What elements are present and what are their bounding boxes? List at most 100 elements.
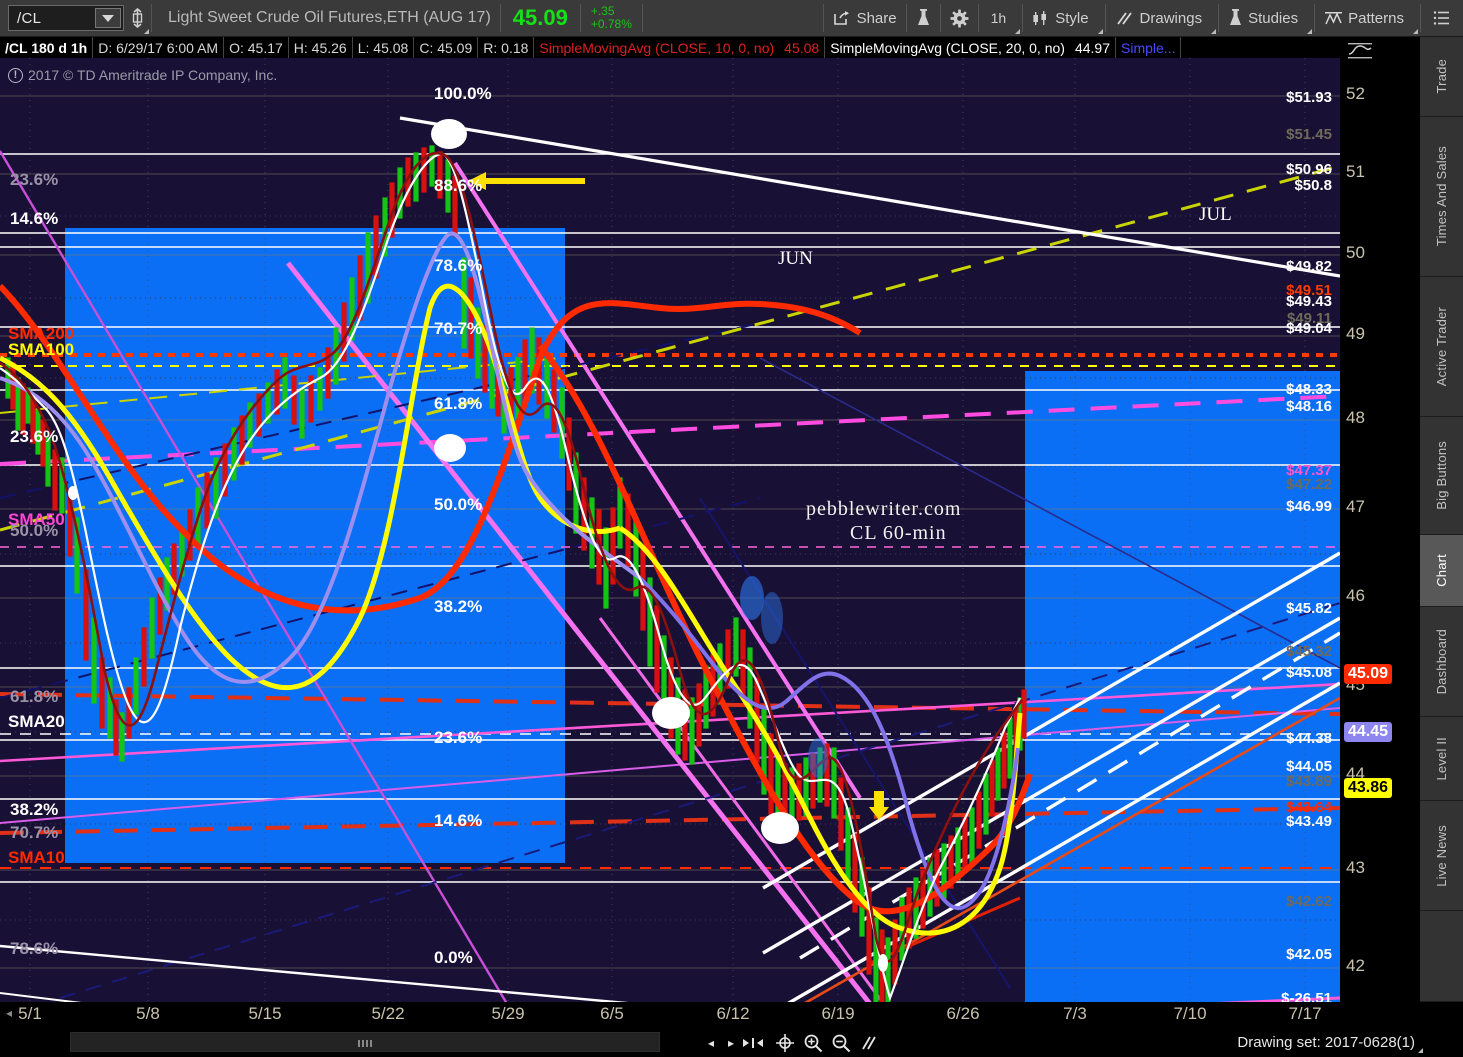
copyright-text: 2017 © TD Ameritrade IP Company, Inc. [28,67,278,83]
fib-label-center: 100.0% [434,84,492,103]
sidebar-item-live-news[interactable]: Live News [1420,801,1463,911]
drawing-tool-icon[interactable] [858,1032,880,1053]
bottom-toolbar: ◂ ▸ [0,1028,1463,1057]
divider [1022,4,1024,32]
fib-label-center: 61.8% [434,394,483,413]
share-button[interactable]: Share [824,0,906,36]
flask-button[interactable] [907,0,940,36]
info-study1-value: 45.08 [779,37,826,58]
date-axis-tick: 6/19 [821,1004,855,1023]
sidebar-label: Level II [1434,736,1449,781]
fib-label-left: 14.6% [10,209,59,228]
settings-button[interactable] [941,0,978,36]
fib-label-center: 23.6% [434,728,483,747]
patterns-menu[interactable]: Patterns [1315,0,1420,36]
crosshair-icon[interactable] [774,1032,796,1053]
link-icon [132,8,143,28]
info-study1-name: SimpleMovingAvg (CLOSE, 10, 0, no) [539,39,775,56]
price-axis-tick: 42 [1346,956,1365,975]
symbol-value: /CL [17,9,42,27]
price-axis-tick: 43 [1346,858,1365,877]
chart-price-label: $47.22 [1286,476,1332,493]
style-label: Style [1055,9,1089,27]
fib-label-center: 38.2% [434,597,483,616]
level-price-tag: 44.45 [1344,722,1393,742]
sidebar-item-active-trader[interactable]: Active Trader [1420,277,1463,417]
info-high: H: 45.26 [289,37,353,58]
drawings-label: Drawings [1139,9,1203,27]
style-menu[interactable]: Style [1023,0,1104,36]
chart-price-label: $47.37 [1286,462,1332,479]
chart-price-label: $49.82 [1286,258,1332,275]
price-chart[interactable]: ! 2017 © TD Ameritrade IP Company, Inc. … [0,58,1340,1002]
price-axis[interactable]: 52 51 50 49 48 47 46 45 44 43 42 45.09 4… [1340,58,1420,1002]
sidebar-item-chart[interactable]: Chart [1420,535,1463,607]
price-axis-tick: 47 [1346,497,1365,516]
chart-price-label: $46.99 [1286,498,1332,515]
fit-width-icon[interactable] [742,1032,764,1053]
hamburger-menu-icon [1433,11,1449,25]
divider [641,4,643,32]
drawings-menu[interactable]: Drawings [1106,0,1219,36]
date-axis-tick: 6/26 [946,1004,980,1023]
drawings-icon [1116,11,1132,25]
date-axis[interactable]: 5/1 5/8 5/15 5/22 5/29 6/5 6/12 6/19 6/2… [0,1002,1420,1028]
drawing-set-label[interactable]: Drawing set: 2017-0628(1) [1237,1034,1415,1051]
step-left-icon[interactable]: ◂ [707,1035,715,1050]
fib-label-left: 50.0% [10,521,59,540]
sidebar-item-trade[interactable]: Trade [1420,37,1463,117]
date-axis-tick: 7/3 [1063,1004,1087,1023]
sidebar-item-times-and-sales[interactable]: Times And Sales [1420,117,1463,277]
date-axis-tick: 7/10 [1173,1004,1207,1023]
price-axis-tick: 50 [1346,243,1365,262]
chart-study-icon[interactable] [1345,40,1377,64]
sidebar-label: Times And Sales [1434,146,1449,247]
date-axis-tick: 6/12 [716,1004,750,1023]
timeframe-label: 1h [990,10,1007,26]
symbol-input[interactable]: /CL [8,5,124,31]
chart-price-label: $49.04 [1286,320,1332,337]
sidebar-label: Chart [1434,554,1449,587]
change-absolute: +.35 [590,4,615,18]
info-range: R: 0.18 [478,37,535,58]
step-right-icon[interactable]: ▸ [727,1035,735,1050]
sma100-label: SMA100 [8,340,75,359]
sidebar-item-empty [1420,911,1463,1002]
patterns-icon [1325,11,1343,24]
sidebar-label: Dashboard [1434,628,1449,695]
change-percent: +0.78% [590,17,632,31]
sidebar-label: Trade [1434,59,1449,94]
zoom-in-icon[interactable] [802,1032,824,1053]
sidebar-label: Big Buttons [1434,441,1449,510]
sidebar-item-dashboard[interactable]: Dashboard [1420,607,1463,717]
sma200-label: SMA200 [8,324,75,343]
info-close: C: 45.09 [414,37,479,58]
link-button[interactable] [124,0,151,36]
info-date: D: 6/29/17 6:00 AM [93,37,225,58]
sidebar-item-level-ii[interactable]: Level II [1420,717,1463,801]
expand-corner-icon [1211,29,1217,34]
info-low: L: 45.08 [353,37,415,58]
divider [822,4,824,32]
menu-button[interactable] [1421,0,1463,36]
sidebar-item-big-buttons[interactable]: Big Buttons [1420,417,1463,535]
chart-price-label: $51.45 [1286,126,1332,143]
horizontal-scrollbar[interactable] [70,1032,660,1052]
date-axis-tick: 5/8 [136,1004,160,1023]
chart-price-label: $42.62 [1286,893,1332,910]
symbol-dropdown-arrow[interactable] [95,8,121,28]
month-label-jul: JUL [1199,204,1232,225]
chart-price-label: $45.32 [1286,643,1332,660]
sidebar-label: Active Trader [1434,306,1449,387]
timeframe-selector[interactable]: 1h [979,0,1023,36]
fib-label-left: 78.6% [10,939,59,958]
divider [1420,4,1421,32]
zoom-out-icon[interactable] [830,1032,852,1053]
share-label: Share [856,9,897,27]
scroll-left-indicator[interactable]: ◂ [6,1006,13,1020]
fib-label-left: 23.6% [10,170,59,189]
date-axis-tick: 5/22 [371,1004,405,1023]
info-icon: ! [8,67,23,83]
fib-label-left: 70.7% [10,823,59,842]
studies-menu[interactable]: Studies [1219,0,1314,36]
